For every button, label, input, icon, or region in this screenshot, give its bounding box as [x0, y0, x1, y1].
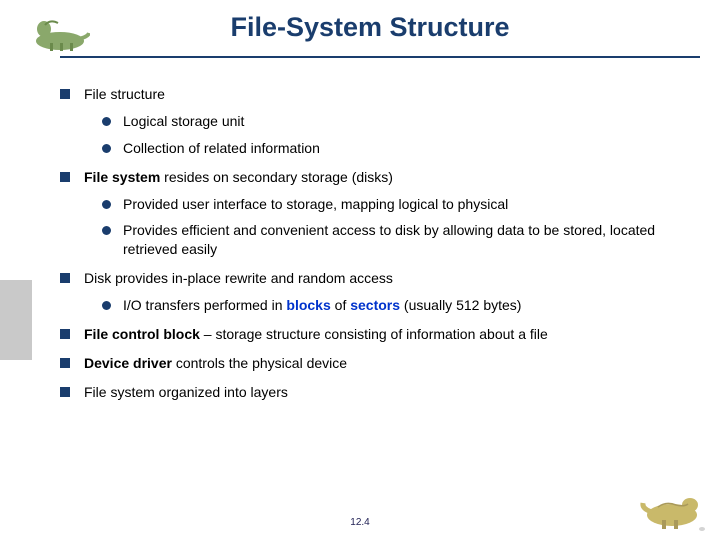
sub-bullet-text: Logical storage unit — [123, 112, 690, 131]
bullet-level2: Provides efficient and convenient access… — [102, 221, 690, 259]
bullet-text: Device driver controls the physical devi… — [84, 354, 690, 373]
bullet-text: File system resides on secondary storage… — [84, 168, 690, 187]
bullet-level1: File system resides on secondary storage… — [60, 168, 690, 187]
bullet-level1: File structure — [60, 85, 690, 104]
square-bullet-icon — [60, 329, 70, 339]
slide-header: File-System Structure — [40, 8, 700, 58]
sub-bullet-text: I/O transfers performed in blocks of sec… — [123, 296, 690, 315]
dot-bullet-icon — [102, 117, 111, 126]
bullet-level1: Disk provides in-place rewrite and rando… — [60, 269, 690, 288]
bullet-text: File control block – storage structure c… — [84, 325, 690, 344]
dot-bullet-icon — [102, 226, 111, 235]
square-bullet-icon — [60, 273, 70, 283]
bullet-text: Disk provides in-place rewrite and rando… — [84, 269, 690, 288]
sub-bullet-text: Provides efficient and convenient access… — [123, 221, 690, 259]
dot-bullet-icon — [102, 144, 111, 153]
sidebar-stripe — [0, 280, 32, 360]
square-bullet-icon — [60, 172, 70, 182]
bullet-level1: Device driver controls the physical devi… — [60, 354, 690, 373]
dinosaur-left-icon — [30, 13, 90, 53]
bullet-level2: I/O transfers performed in blocks of sec… — [102, 296, 690, 315]
bullet-level1: File system organized into layers — [60, 383, 690, 402]
slide-title: File-System Structure — [40, 8, 700, 43]
bullet-level2: Collection of related information — [102, 139, 690, 158]
square-bullet-icon — [60, 358, 70, 368]
bullet-level2: Logical storage unit — [102, 112, 690, 131]
slide-content: File structure Logical storage unit Collec… — [60, 75, 690, 402]
sub-bullet-text: Collection of related information — [123, 139, 690, 158]
page-number: 12.4 — [0, 517, 720, 528]
bullet-level1: File control block – storage structure c… — [60, 325, 690, 344]
bullet-text: File structure — [84, 85, 690, 104]
dot-bullet-icon — [102, 200, 111, 209]
sub-bullet-text: Provided user interface to storage, mapp… — [123, 195, 690, 214]
square-bullet-icon — [60, 387, 70, 397]
bullet-level2: Provided user interface to storage, mapp… — [102, 195, 690, 214]
dot-bullet-icon — [102, 301, 111, 310]
square-bullet-icon — [60, 89, 70, 99]
dinosaur-right-icon — [640, 487, 705, 532]
bullet-text: File system organized into layers — [84, 383, 690, 402]
title-underline — [60, 56, 700, 58]
